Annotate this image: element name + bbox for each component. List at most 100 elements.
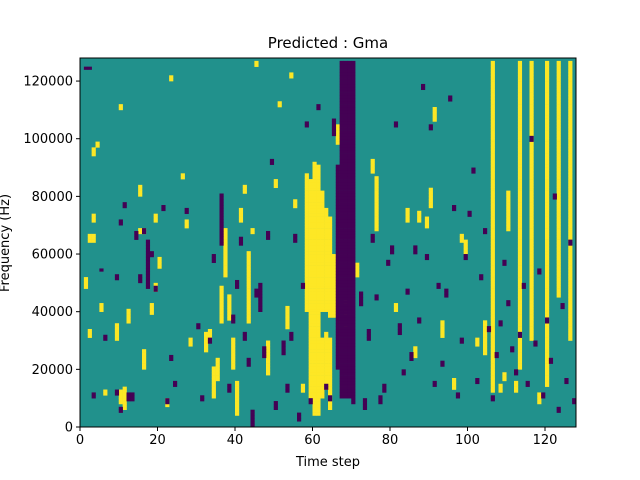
- heatmap-cell-high: [556, 147, 561, 151]
- heatmap-cell-high: [324, 207, 329, 212]
- heatmap-cell-low: [351, 228, 356, 232]
- heatmap-cell-high: [517, 135, 523, 140]
- heatmap-cell-high: [529, 291, 534, 295]
- heatmap-cell-high: [308, 181, 313, 186]
- heatmap-cell-high: [405, 207, 410, 212]
- heatmap-cell-low: [347, 297, 352, 301]
- heatmap-cell-low: [359, 297, 364, 301]
- heatmap-cell-high: [103, 392, 108, 396]
- heatmap-cell-high: [545, 254, 550, 258]
- heatmap-cell-high: [506, 199, 511, 203]
- heatmap-cell-low: [343, 121, 348, 125]
- heatmap-cell-low: [335, 265, 340, 269]
- heatmap-cell-high: [490, 193, 495, 197]
- heatmap-cell-low: [339, 141, 344, 145]
- heatmap-cell-high: [91, 239, 96, 243]
- heatmap-cell-high: [556, 288, 561, 292]
- heatmap-cell-high: [529, 179, 534, 183]
- heatmap-cell-high: [517, 118, 523, 122]
- heatmap-cell-low: [401, 372, 406, 376]
- heatmap-cell-high: [529, 285, 534, 289]
- heatmap-cell-low: [145, 268, 151, 272]
- heatmap-cell-low: [351, 308, 356, 312]
- heatmap-cell-high: [529, 181, 534, 186]
- heatmap-cell-low: [351, 256, 356, 261]
- heatmap-cell-high: [308, 377, 313, 382]
- heatmap-cell-low: [343, 179, 348, 183]
- heatmap-cell-high: [320, 369, 325, 373]
- heatmap-cell-high: [529, 98, 534, 102]
- heatmap-cell-low: [463, 256, 468, 261]
- heatmap-cell-high: [312, 377, 317, 382]
- heatmap-cell-low: [339, 256, 344, 261]
- heatmap-cell-low: [347, 268, 352, 272]
- heatmap-cell-low: [343, 138, 348, 142]
- heatmap-cell-high: [320, 271, 325, 275]
- heatmap-cell-high: [545, 256, 550, 261]
- heatmap-cell-high: [312, 196, 317, 200]
- heatmap-cell-high: [545, 366, 550, 370]
- heatmap-cell-low: [343, 158, 348, 163]
- heatmap-cell-high: [308, 323, 313, 327]
- heatmap-cell-high: [312, 340, 317, 344]
- heatmap-cell-high: [490, 256, 495, 261]
- heatmap-cell-high: [514, 380, 519, 385]
- heatmap-cell-high: [517, 205, 523, 209]
- heatmap-cell-high: [556, 199, 561, 203]
- heatmap-cell-low: [347, 331, 352, 336]
- heatmap-cell-low: [339, 352, 344, 356]
- heatmap-cell-high: [517, 294, 523, 298]
- heatmap-cell-low: [169, 357, 174, 361]
- heatmap-cell-low: [343, 268, 348, 272]
- heatmap-cell-high: [328, 403, 333, 408]
- heatmap-cell-high: [545, 363, 550, 367]
- heatmap-cell-high: [545, 326, 550, 330]
- heatmap-cell-high: [517, 317, 523, 321]
- heatmap-cell-high: [316, 375, 321, 379]
- heatmap-cell-high: [91, 147, 96, 151]
- heatmap-cell-low: [351, 144, 356, 148]
- heatmap-cell-high: [545, 199, 550, 203]
- heatmap-cell-high: [568, 72, 573, 76]
- heatmap-cell-high: [506, 210, 511, 214]
- heatmap-cell-high: [529, 248, 534, 252]
- heatmap-cell-high: [545, 262, 550, 266]
- heatmap-cell-low: [351, 72, 356, 76]
- heatmap-cell-low: [219, 222, 224, 226]
- heatmap-cell-high: [312, 268, 317, 272]
- heatmap-cell-low: [339, 236, 344, 240]
- heatmap-cell-low: [351, 173, 356, 177]
- heatmap-cell-high: [312, 271, 317, 275]
- heatmap-cell-high: [529, 256, 534, 261]
- heatmap-cell-high: [87, 328, 92, 333]
- heatmap-cell-low: [347, 369, 352, 373]
- heatmap-cell-high: [308, 395, 313, 399]
- heatmap-cell-high: [545, 305, 550, 310]
- heatmap-cell-low: [347, 190, 352, 194]
- heatmap-cell-high: [215, 377, 220, 382]
- heatmap-cell-high: [545, 268, 550, 272]
- heatmap-cell-high: [316, 354, 321, 359]
- heatmap-cell-high: [452, 380, 457, 385]
- heatmap-cell-low: [339, 222, 344, 226]
- heatmap-cell-high: [308, 380, 313, 385]
- heatmap-cell-high: [432, 112, 437, 116]
- heatmap-cell-low: [343, 363, 348, 367]
- heatmap-cell-high: [304, 187, 309, 191]
- heatmap-cell-low: [335, 328, 340, 333]
- heatmap-cell-low: [339, 167, 344, 171]
- heatmap-cell-high: [490, 363, 495, 367]
- heatmap-cell-low: [258, 308, 263, 312]
- heatmap-cell-low: [343, 372, 348, 376]
- heatmap-cell-high: [517, 187, 523, 191]
- heatmap-cell-low: [347, 340, 352, 344]
- heatmap-cell-high: [142, 352, 147, 356]
- heatmap-cell-high: [308, 297, 313, 301]
- heatmap-cell-high: [490, 265, 495, 269]
- heatmap-cell-high: [312, 386, 317, 390]
- heatmap-cell-low: [196, 326, 201, 330]
- heatmap-cell-low: [568, 239, 573, 243]
- heatmap-cell-high: [517, 346, 523, 350]
- heatmap-cell-high: [324, 372, 329, 376]
- heatmap-cell-high: [316, 268, 321, 272]
